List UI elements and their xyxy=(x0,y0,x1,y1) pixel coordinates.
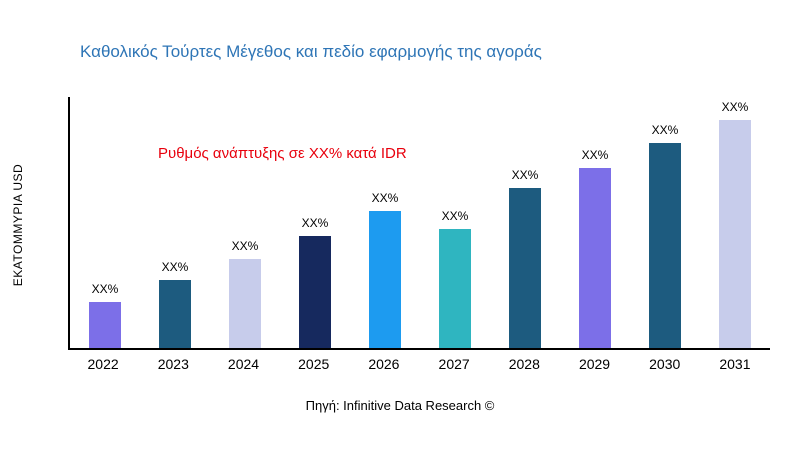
bar-column: XX% xyxy=(630,97,700,348)
bar xyxy=(439,229,471,348)
bar-value-label: XX% xyxy=(301,216,329,230)
bar-value-label: XX% xyxy=(91,282,119,296)
x-tick-label: 2022 xyxy=(87,356,119,372)
bar xyxy=(719,120,751,348)
bar-value-label: XX% xyxy=(721,100,749,114)
bar-column: XX% xyxy=(490,97,560,348)
y-axis-label: ΕΚΑΤΟΜΜΥΡΙΑ USD xyxy=(11,163,25,287)
bar-column: XX% xyxy=(140,97,210,348)
x-tick-label: 2025 xyxy=(298,356,330,372)
bar-column: XX% xyxy=(420,97,490,348)
chart-title: Καθολικός Τούρτες Μέγεθος και πεδίο εφαρ… xyxy=(80,42,542,61)
x-tick-label: 2026 xyxy=(368,356,400,372)
growth-annotation: Ρυθμός ανάπτυξης σε XX% κατά IDR xyxy=(158,145,407,162)
bar-column: XX% xyxy=(560,97,630,348)
x-tick-label: 2030 xyxy=(649,356,681,372)
bar xyxy=(229,259,261,348)
bar xyxy=(159,280,191,348)
x-tick-label: 2031 xyxy=(719,356,751,372)
plot-area: Ρυθμός ανάπτυξης σε XX% κατά IDR XX% XX% X… xyxy=(68,97,770,350)
bar-column: XX% xyxy=(280,97,350,348)
x-tick-label: 2027 xyxy=(438,356,470,372)
bar xyxy=(509,188,541,348)
x-tick-label: 2028 xyxy=(508,356,540,372)
bar xyxy=(579,168,611,348)
bar xyxy=(649,143,681,348)
bar xyxy=(89,302,121,348)
x-tick-label: 2024 xyxy=(227,356,260,372)
bar-column: XX% xyxy=(70,97,140,348)
x-tick-label: 2029 xyxy=(578,356,611,372)
bar-value-label: XX% xyxy=(441,209,469,223)
bar-value-label: XX% xyxy=(371,191,399,205)
bar-value-label: XX% xyxy=(581,148,609,162)
bar xyxy=(369,211,401,348)
bar-value-label: XX% xyxy=(651,123,679,137)
bar-value-label: XX% xyxy=(231,239,259,253)
x-axis-ticks: 2022 2023 2024 2025 2026 2027 2028 2029 2030 2031 xyxy=(68,356,770,372)
x-tick-label: 2023 xyxy=(157,356,189,372)
bar-value-label: XX% xyxy=(161,260,189,274)
bars-container: XX% XX% XX% XX% XX% XX% XX% XX% XX% XX% xyxy=(70,97,770,348)
source-text: Πηγή: Infinitive Data Research © xyxy=(305,398,495,413)
bar xyxy=(299,236,331,348)
bar-value-label: XX% xyxy=(511,168,539,182)
bar-column: XX% xyxy=(350,97,420,348)
bar-column: XX% xyxy=(700,97,770,348)
bar-column: XX% xyxy=(210,97,280,348)
